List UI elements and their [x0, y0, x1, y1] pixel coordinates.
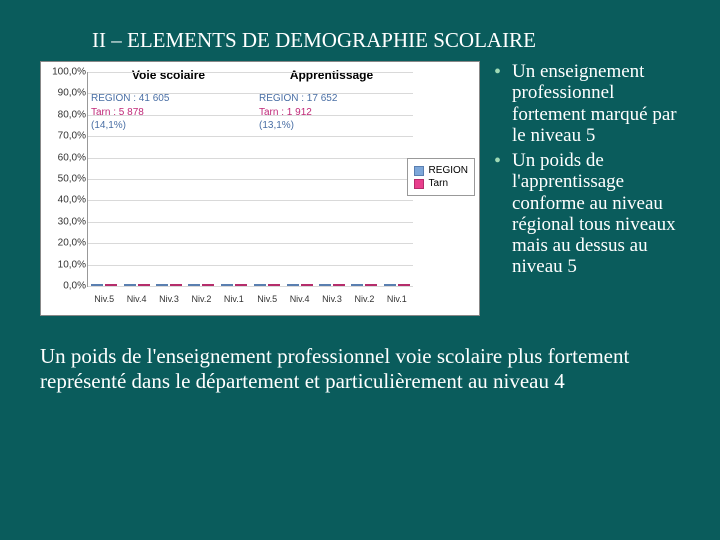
legend: REGION Tarn: [407, 158, 475, 196]
bar-chart: Voie scolaire Apprentissage REGION : 41 …: [40, 61, 480, 316]
legend-tarn: Tarn: [414, 178, 468, 189]
slide-title: II – ELEMENTS DE DEMOGRAPHIE SCOLAIRE: [92, 28, 680, 53]
slide: II – ELEMENTS DE DEMOGRAPHIE SCOLAIRE Vo…: [0, 0, 720, 540]
legend-label: REGION: [429, 165, 468, 176]
bullet-item: Un enseignement professionnel fortement …: [494, 61, 680, 146]
content-row: Voie scolaire Apprentissage REGION : 41 …: [40, 61, 680, 316]
legend-label: Tarn: [429, 178, 448, 189]
swatch-icon: [414, 179, 424, 189]
swatch-icon: [414, 166, 424, 176]
bottom-paragraph: Un poids de l'enseignement professionnel…: [40, 344, 680, 394]
bullet-list: Un enseignement professionnel fortement …: [490, 61, 680, 316]
legend-region: REGION: [414, 165, 468, 176]
bullet-item: Un poids de l'apprentissage conforme au …: [494, 150, 680, 278]
plot-area: Niv.5Niv.4Niv.3Niv.2Niv.1Niv.5Niv.4Niv.3…: [87, 72, 413, 287]
